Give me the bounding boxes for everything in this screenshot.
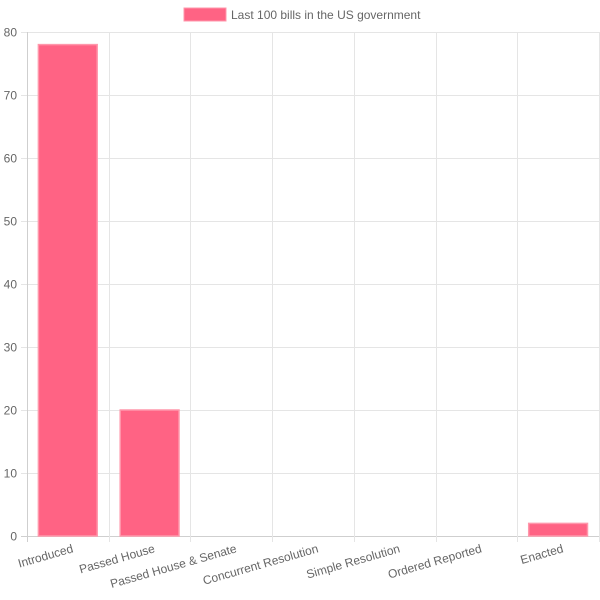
- x-tick-label: Simple Resolution: [305, 541, 402, 581]
- grid: [21, 32, 600, 542]
- y-tick-label: 80: [4, 26, 18, 40]
- x-tick-label: Ordered Reported: [386, 541, 483, 581]
- bar-enacted[interactable]: [527, 522, 589, 537]
- bar-introduced[interactable]: [37, 43, 98, 537]
- y-tick-label: 50: [4, 215, 18, 229]
- y-tick-label: 40: [4, 278, 18, 292]
- legend[interactable]: Last 100 bills in the US government: [183, 7, 421, 22]
- x-tick-label: Enacted: [519, 541, 565, 567]
- y-axis-ticks: 0 10 20 30 40 50 60 70 80: [4, 26, 18, 544]
- y-tick-label: 0: [10, 530, 17, 544]
- bar-passed-house[interactable]: [119, 409, 180, 537]
- x-tick-label: Introduced: [16, 541, 74, 570]
- y-tick-label: 70: [4, 89, 18, 103]
- legend-label[interactable]: Last 100 bills in the US government: [231, 8, 421, 22]
- y-tick-label: 10: [4, 467, 18, 481]
- bars: [37, 43, 589, 537]
- legend-swatch[interactable]: [183, 7, 227, 22]
- y-tick-label: 60: [4, 152, 18, 166]
- y-tick-label: 30: [4, 341, 18, 355]
- y-tick-label: 20: [4, 404, 18, 418]
